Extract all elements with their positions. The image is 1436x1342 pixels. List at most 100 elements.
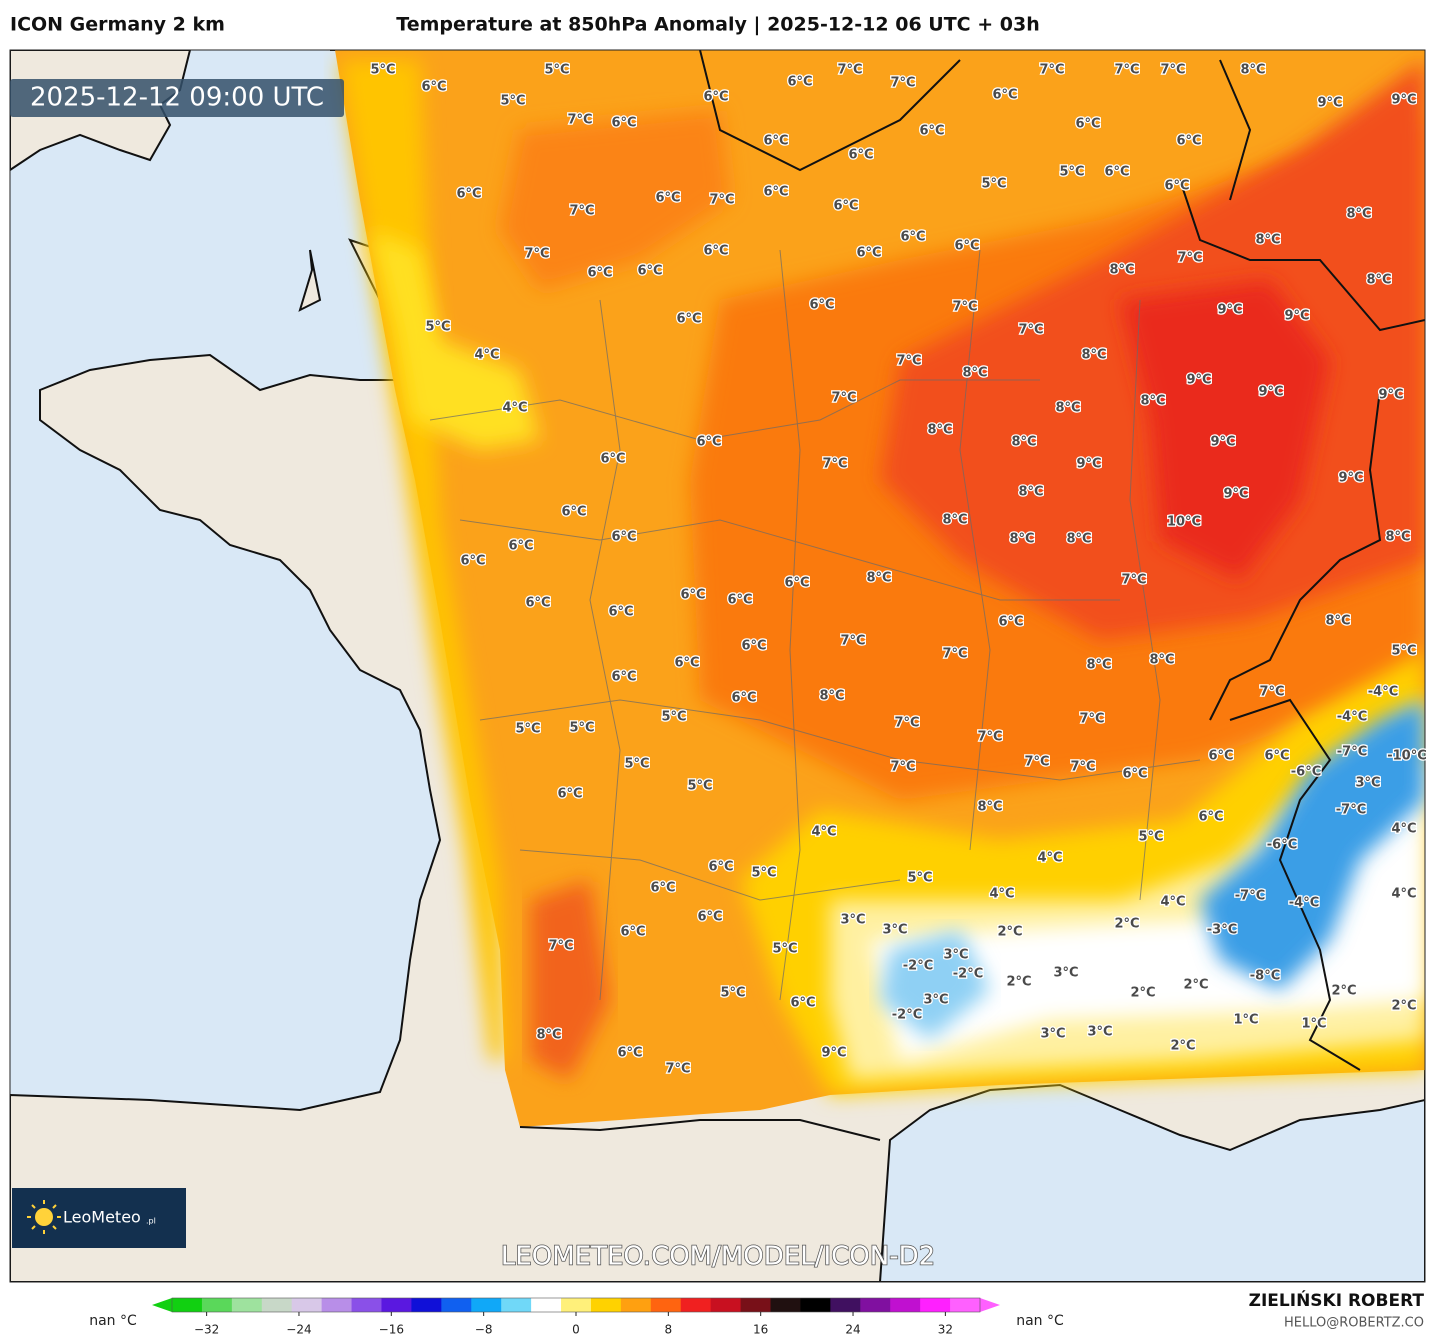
colorbar-swatch bbox=[680, 1298, 712, 1312]
temperature-label: 5°C bbox=[907, 871, 932, 886]
temperature-label: 9°C bbox=[1217, 303, 1242, 318]
temperature-label: 3°C bbox=[1087, 1025, 1112, 1040]
colorbar-swatch bbox=[620, 1298, 652, 1312]
colorbar-tick-label: −32 bbox=[194, 1323, 219, 1337]
temperature-label: 7°C bbox=[894, 716, 919, 731]
temperature-label: 5°C bbox=[624, 757, 649, 772]
temperature-label: -10°C bbox=[1387, 749, 1427, 764]
temperature-label: 5°C bbox=[687, 779, 712, 794]
temperature-label: 1°C bbox=[1233, 1013, 1258, 1028]
temperature-label: 6°C bbox=[900, 230, 925, 245]
temperature-label: 6°C bbox=[587, 266, 612, 281]
temperature-label: 6°C bbox=[856, 246, 881, 261]
logo-suffix: .pl bbox=[146, 1217, 156, 1226]
temperature-label: 6°C bbox=[1208, 749, 1233, 764]
temperature-label: 3°C bbox=[1040, 1027, 1065, 1042]
temperature-label: 6°C bbox=[741, 639, 766, 654]
temperature-label: 5°C bbox=[1391, 644, 1416, 659]
colorbar-swatch bbox=[321, 1298, 353, 1312]
temperature-label: 7°C bbox=[1039, 63, 1064, 78]
temperature-label: 7°C bbox=[952, 300, 977, 315]
temperature-label: 6°C bbox=[696, 435, 721, 450]
colorbar-tick-label: 24 bbox=[845, 1323, 860, 1337]
timestamp-box bbox=[10, 79, 344, 117]
temperature-label: 4°C bbox=[989, 887, 1014, 902]
temperature-label: 2°C bbox=[1006, 975, 1031, 990]
temperature-label: 6°C bbox=[954, 239, 979, 254]
temperature-label: 3°C bbox=[840, 913, 865, 928]
temperature-label: 6°C bbox=[809, 298, 834, 313]
colorbar-tick-label: −16 bbox=[379, 1323, 404, 1337]
logo-name: LeoMeteo bbox=[63, 1208, 141, 1227]
temperature-label: 5°C bbox=[751, 866, 776, 881]
temperature-label: 8°C bbox=[1366, 273, 1391, 288]
temperature-label: 6°C bbox=[1176, 134, 1201, 149]
colorbar-swatch bbox=[531, 1298, 562, 1312]
temperature-label: -2°C bbox=[892, 1008, 922, 1023]
temperature-label: 9°C bbox=[1210, 435, 1235, 450]
temperature-label: 8°C bbox=[1055, 401, 1080, 416]
model-name: ICON Germany 2 km bbox=[10, 14, 225, 36]
field-southwest-red bbox=[530, 880, 610, 1080]
temperature-label: 5°C bbox=[544, 63, 569, 78]
temperature-label: 6°C bbox=[620, 925, 645, 940]
temperature-label: 6°C bbox=[919, 124, 944, 139]
temperature-label: 6°C bbox=[674, 656, 699, 671]
temperature-label: 4°C bbox=[474, 348, 499, 363]
temperature-label: 6°C bbox=[676, 312, 701, 327]
colorbar-arrow-low bbox=[152, 1298, 172, 1312]
temperature-label: 8°C bbox=[977, 800, 1002, 815]
temperature-label: 6°C bbox=[1198, 810, 1223, 825]
temperature-label: 9°C bbox=[1338, 471, 1363, 486]
temperature-label: 8°C bbox=[1255, 233, 1280, 248]
temperature-label: 7°C bbox=[709, 193, 734, 208]
temperature-label: 6°C bbox=[421, 80, 446, 95]
colorbar-swatch bbox=[172, 1298, 203, 1312]
temperature-label: 9°C bbox=[1258, 385, 1283, 400]
temperature-label: 7°C bbox=[1160, 63, 1185, 78]
colorbar-swatch bbox=[860, 1298, 891, 1312]
temperature-label: 8°C bbox=[866, 571, 891, 586]
temperature-label: 6°C bbox=[650, 881, 675, 896]
temperature-label: 8°C bbox=[819, 689, 844, 704]
temperature-label: 6°C bbox=[456, 187, 481, 202]
temperature-label: -4°C bbox=[1368, 685, 1398, 700]
temperature-label: 6°C bbox=[1104, 165, 1129, 180]
temperature-label: 4°C bbox=[1037, 851, 1062, 866]
temperature-label: 6°C bbox=[787, 75, 812, 90]
field-dark-orange bbox=[500, 110, 730, 290]
temperature-label: -6°C bbox=[1267, 838, 1297, 853]
temperature-label: 5°C bbox=[661, 710, 686, 725]
temperature-label: -6°C bbox=[1291, 765, 1321, 780]
colorbar-swatch bbox=[650, 1298, 682, 1312]
temperature-label: 9°C bbox=[1076, 457, 1101, 472]
temperature-label: 3°C bbox=[923, 993, 948, 1008]
temperature-label: 5°C bbox=[1059, 165, 1084, 180]
temperature-label: 6°C bbox=[611, 530, 636, 545]
map-frame bbox=[9, 49, 1426, 1283]
temperature-label: 6°C bbox=[697, 910, 722, 925]
timestamp: 2025-12-12 09:00 UTC bbox=[30, 83, 324, 113]
temperature-label: 7°C bbox=[1079, 712, 1104, 727]
temperature-label: 9°C bbox=[1391, 93, 1416, 108]
temperature-label: 6°C bbox=[1164, 179, 1189, 194]
temperature-label: 6°C bbox=[763, 185, 788, 200]
temperature-label: 6°C bbox=[848, 148, 873, 163]
temperature-label: 8°C bbox=[1018, 485, 1043, 500]
temperature-label: 7°C bbox=[524, 247, 549, 262]
colorbar: −32 −24 −16 −8 0 8 16 24 32 bbox=[152, 1297, 1000, 1337]
author-email: HELLO@ROBERTZ.CO bbox=[1284, 1316, 1424, 1331]
temperature-label: 6°C bbox=[703, 90, 728, 105]
colorbar-arrow-high bbox=[980, 1298, 1000, 1312]
temperature-label: 6°C bbox=[703, 244, 728, 259]
temperature-label: 5°C bbox=[720, 986, 745, 1001]
temperature-label: 6°C bbox=[611, 116, 636, 131]
temperature-label: 6°C bbox=[784, 576, 809, 591]
temperature-label: 6°C bbox=[525, 596, 550, 611]
colorbar-tick-label: 0 bbox=[572, 1323, 580, 1337]
temperature-label: 8°C bbox=[1109, 263, 1134, 278]
temperature-label: 6°C bbox=[998, 615, 1023, 630]
temperature-label: -3°C bbox=[1207, 923, 1237, 938]
colorbar-swatch bbox=[890, 1298, 921, 1312]
